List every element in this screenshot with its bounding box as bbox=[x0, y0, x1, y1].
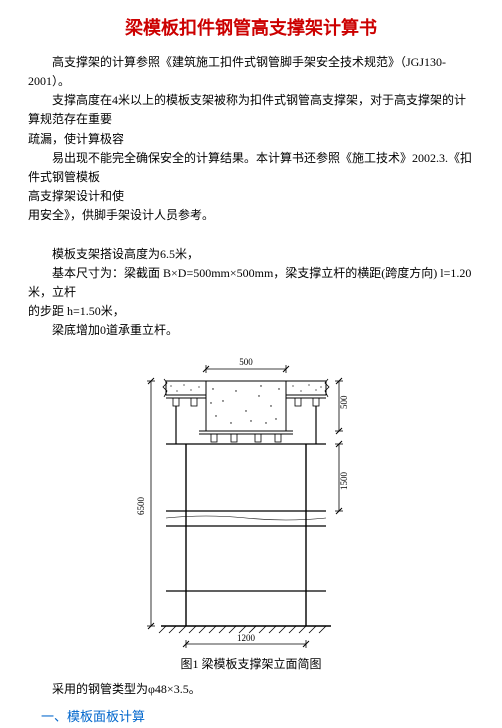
paragraph-7: 梁底增加0道承重立杆。 bbox=[28, 321, 474, 340]
paragraph-6b: 的步距 h=1.50米， bbox=[28, 302, 474, 321]
paragraph-3: 易出现不能完全确保安全的计算结果。本计算书还参照《施工技术》2002.3.《扣件… bbox=[28, 149, 474, 187]
paragraph-8: 采用的钢管类型为φ48×3.5。 bbox=[28, 680, 474, 699]
figure-caption: 图1 梁模板支撑架立面简图 bbox=[28, 655, 474, 674]
section-1-heading: 一、模板面板计算 bbox=[28, 707, 474, 728]
paragraph-4: 用安全》，供脚手架设计人员参考。 bbox=[28, 206, 474, 225]
paragraph-1: 高支撑架的计算参照《建筑施工扣件式钢管脚手架安全技术规范》（JGJ130-200… bbox=[28, 53, 474, 91]
document-title: 梁模板扣件钢管高支撑架计算书 bbox=[28, 14, 474, 43]
paragraph-2: 支撑高度在4米以上的模板支架被称为扣件式钢管高支撑架，对于高支撑架的计算规范存在… bbox=[28, 91, 474, 129]
dim-right-lower: 1500 bbox=[339, 471, 349, 490]
paragraph-3b: 高支撑架设计和使 bbox=[28, 187, 474, 206]
dim-left: 6500 bbox=[136, 496, 146, 515]
dim-bottom: 1200 bbox=[237, 633, 256, 643]
figure-svg: 500 bbox=[111, 351, 391, 651]
paragraph-2b: 疏漏，使计算极容 bbox=[28, 130, 474, 149]
figure-1: 500 bbox=[28, 351, 474, 674]
dim-right-upper: 500 bbox=[339, 395, 349, 409]
paragraph-6: 基本尺寸为：梁截面 B×D=500mm×500mm，梁支撑立杆的横距(跨度方向)… bbox=[28, 264, 474, 302]
dim-top: 500 bbox=[239, 357, 253, 367]
paragraph-5: 模板支架搭设高度为6.5米， bbox=[28, 245, 474, 264]
